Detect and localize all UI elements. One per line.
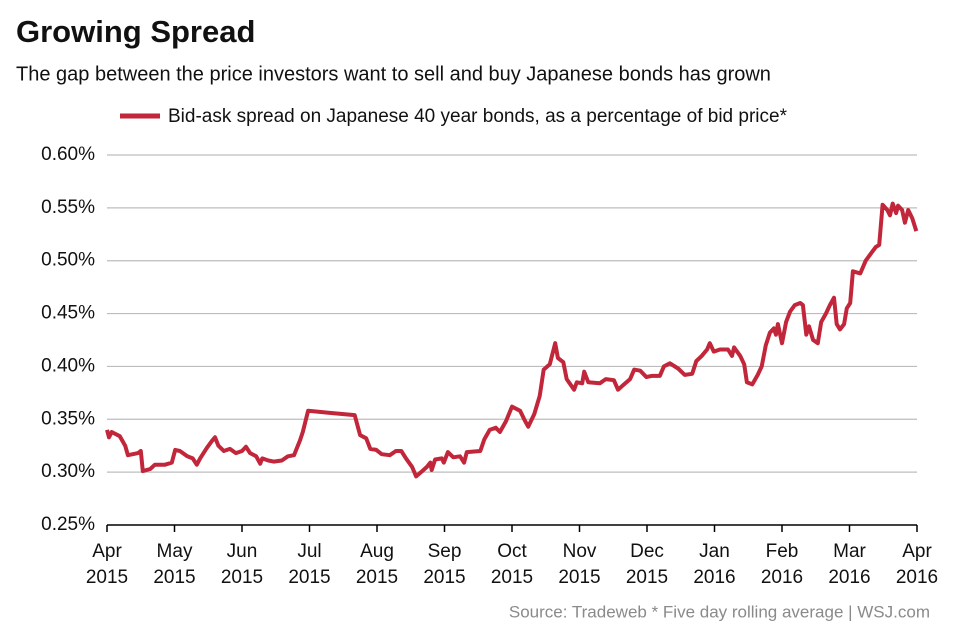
y-tick-label: 0.50% — [41, 250, 95, 271]
x-tick-label-line: Oct — [497, 541, 527, 562]
x-tick-label-line: Aug — [360, 541, 394, 562]
x-tick-label-line: May — [157, 541, 193, 562]
x-tick-label: Jul 2015 — [288, 541, 330, 588]
y-tick-label: 0.30% — [41, 461, 95, 482]
x-tick-label-line: 2016 — [693, 567, 735, 588]
x-tick-label-line: 2016 — [828, 567, 870, 588]
x-tick-label-line: Sep — [428, 541, 462, 562]
x-tick-label: May 2015 — [153, 541, 195, 588]
y-tick-label: 0.45% — [41, 303, 95, 324]
y-tick-label: 0.55% — [41, 197, 95, 218]
y-tick-label: 0.60% — [41, 144, 95, 165]
x-tick-label-line: 2016 — [896, 567, 938, 588]
x-tick-label-line: Jul — [297, 541, 321, 562]
x-tick-label-line: 2015 — [221, 567, 263, 588]
x-tick-label-line: Apr — [902, 541, 932, 562]
y-tick-label: 0.35% — [41, 408, 95, 429]
x-tick-label-line: Jan — [699, 541, 730, 562]
chart-subtitle: The gap between the price investors want… — [16, 63, 771, 85]
x-tick-label-line: Dec — [630, 541, 664, 562]
x-tick-label-line: 2015 — [356, 567, 398, 588]
x-tick-label-line: Nov — [563, 541, 597, 562]
x-tick-label: Feb 2016 — [761, 541, 803, 588]
x-tick-label: Jun 2015 — [221, 541, 263, 588]
x-tick-label: Mar 2016 — [828, 541, 870, 588]
x-tick-label: Aug 2015 — [356, 541, 398, 588]
x-tick-label: Sep 2015 — [423, 541, 465, 588]
source-note: Source: Tradeweb * Five day rolling aver… — [509, 602, 930, 621]
x-tick-label-line: 2015 — [626, 567, 668, 588]
data-line — [105, 201, 919, 479]
x-tick-label-line: 2015 — [86, 567, 128, 588]
y-tick-label: 0.25% — [41, 514, 95, 535]
x-tick-label: Apr 2015 — [86, 541, 128, 588]
x-tick-label-line: Mar — [833, 541, 866, 562]
x-tick-label-line: Feb — [766, 541, 799, 562]
x-tick-label: Dec 2015 — [626, 541, 668, 588]
y-tick-label: 0.40% — [41, 355, 95, 376]
x-tick-label-line: 2016 — [761, 567, 803, 588]
x-tick-label: Apr 2016 — [896, 541, 938, 588]
x-tick-label-line: 2015 — [491, 567, 533, 588]
x-tick-label-line: Jun — [227, 541, 258, 562]
legend-label: Bid-ask spread on Japanese 40 year bonds… — [168, 106, 788, 127]
chart-title: Growing Spread — [16, 14, 255, 49]
x-tick-label: Nov 2015 — [558, 541, 600, 588]
x-tick-label-line: 2015 — [423, 567, 465, 588]
x-tick-label-line: 2015 — [288, 567, 330, 588]
x-tick-label-line: 2015 — [153, 567, 195, 588]
x-tick-label: Oct 2015 — [491, 541, 533, 588]
x-tick-label-line: 2015 — [558, 567, 600, 588]
x-tick-label: Jan 2016 — [693, 541, 735, 588]
x-tick-label-line: Apr — [92, 541, 122, 562]
